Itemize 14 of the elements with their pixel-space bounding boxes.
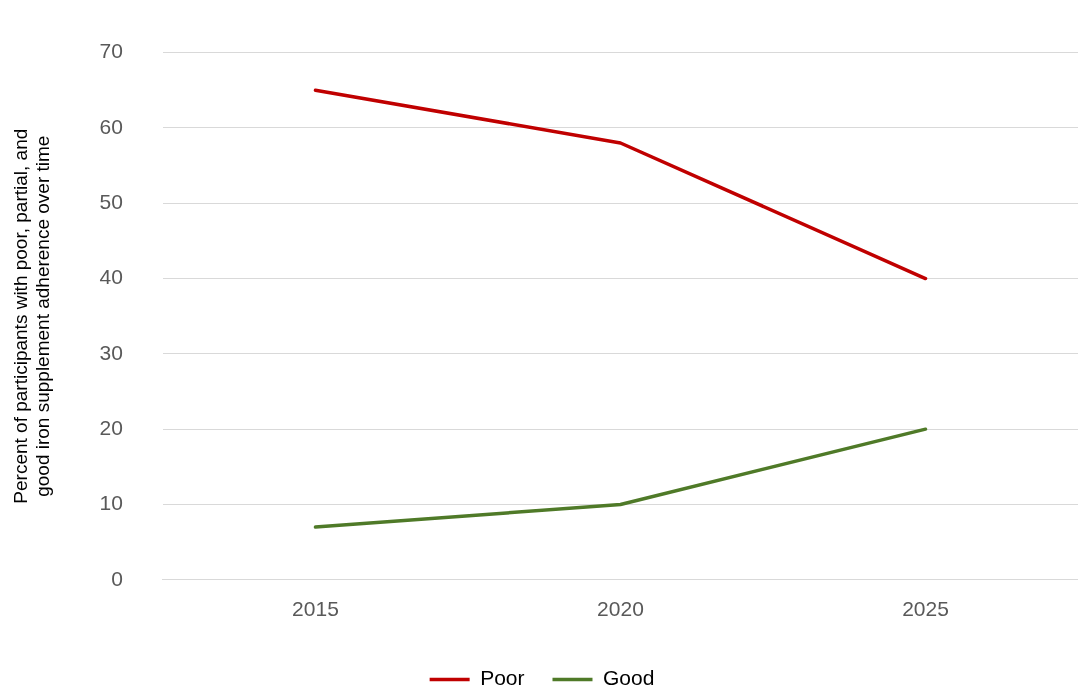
y-tick-label: 40	[99, 265, 123, 289]
y-tick-label: 0	[111, 566, 123, 590]
y-tick-label: 30	[99, 340, 123, 364]
y-tick-label: 20	[99, 415, 123, 439]
x-tick-label: 2020	[597, 597, 644, 621]
y-tick-label: 60	[99, 114, 123, 138]
legend-label: Good	[602, 666, 655, 690]
y-tick-label: 50	[99, 190, 123, 214]
y-tick-label: 70	[99, 39, 123, 63]
legend-label: Poor	[480, 666, 525, 690]
y-tick-label: 10	[99, 491, 123, 515]
x-tick-label: 2025	[902, 597, 949, 621]
x-tick-label: 2015	[292, 597, 339, 621]
y-axis-title: Percent of participants with poor, partial, and good iron supplement adherence over time	[9, 128, 54, 504]
